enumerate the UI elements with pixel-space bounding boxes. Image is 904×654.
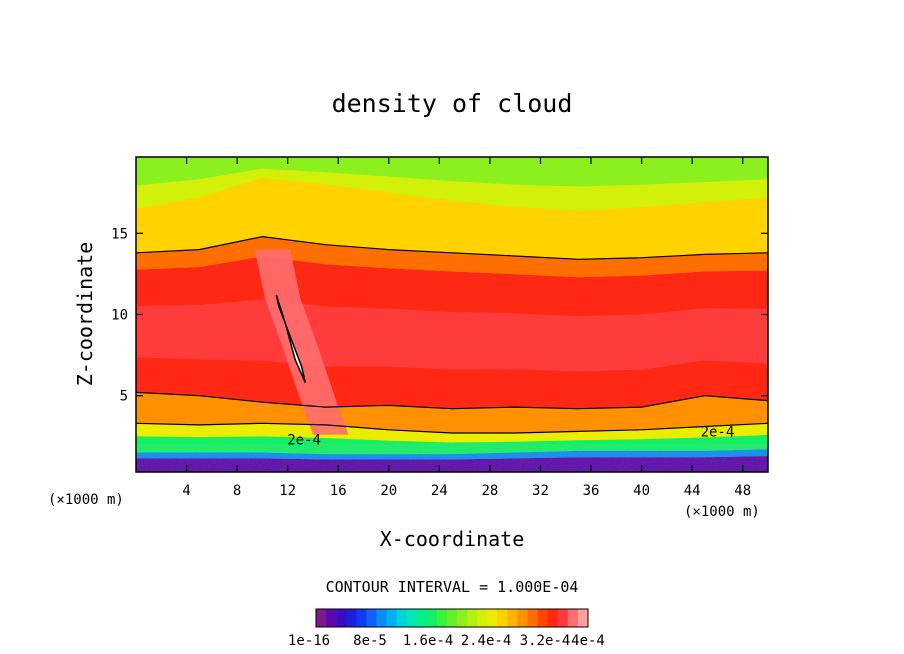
surface-noise	[136, 444, 768, 472]
x-tick-label: 12	[279, 483, 296, 499]
y-tick-label: 10	[111, 308, 128, 324]
contour-line	[136, 422, 768, 434]
colorbar-labels: 1e-16 8e-5 1.6e-4 2.4e-4 3.2e-4 4e-4	[288, 633, 605, 649]
colorbar-swatch	[497, 609, 508, 627]
colorbar-swatch	[376, 609, 387, 627]
colorbar-swatch	[396, 609, 407, 627]
y-axis-label: Z-coordinate	[73, 242, 97, 387]
tilted-core-band	[254, 249, 349, 435]
colorbar-frame	[315, 608, 589, 628]
max-core-region	[275, 294, 307, 384]
x-unit-left: (×1000 m)	[48, 492, 124, 508]
x-tick-label: 20	[380, 483, 397, 499]
colorbar-swatch	[406, 609, 418, 627]
x-axis-label: X-coordinate	[380, 527, 525, 551]
colorbar-swatch	[446, 609, 458, 627]
field-layer-upper-yellow	[136, 168, 768, 211]
contour-interval-label: CONTOUR INTERVAL = 1.000E-04	[326, 578, 579, 596]
colorbar-swatch	[537, 609, 549, 627]
x-tick-label: 4	[182, 483, 190, 499]
colorbar-label: 1.6e-4	[403, 633, 454, 649]
field-layer-orange-high	[136, 178, 768, 260]
x-unit-right: (×1000 m)	[684, 504, 760, 520]
colorbar-swatch	[316, 609, 327, 627]
y-tick-label: 5	[120, 389, 128, 405]
colorbar-swatch	[477, 609, 488, 627]
colorbar-label: 4e-4	[571, 633, 605, 649]
colorbar-swatch	[527, 609, 538, 627]
colorbar-label: 8e-5	[353, 633, 387, 649]
contour-line	[136, 391, 768, 410]
field-layer-red-orange-high	[136, 236, 768, 278]
colorbar-swatch	[567, 609, 579, 627]
colorbar-swatch	[336, 609, 347, 627]
colorbar-swatch	[557, 609, 569, 627]
colorbar-swatch	[386, 609, 397, 627]
field-layers	[136, 157, 768, 472]
x-tick-label: 48	[734, 483, 751, 499]
x-tick-label: 8	[233, 483, 241, 499]
contour-labels: 2e-4 2e-4	[287, 424, 734, 448]
colorbar-label: 3.2e-4	[520, 633, 571, 649]
contour-line	[136, 235, 768, 260]
colorbar-swatch	[487, 609, 498, 627]
contour-label: 2e-4	[287, 433, 321, 449]
x-tick-label: 28	[481, 483, 498, 499]
colorbar-swatch	[366, 609, 377, 627]
x-tick-label: 24	[431, 483, 448, 499]
colorbar-swatch	[426, 609, 438, 627]
colorbar-swatch	[467, 609, 478, 627]
colorbar-swatch	[356, 609, 367, 627]
colorbar-swatch	[457, 609, 468, 627]
colorbar-swatch	[577, 609, 589, 627]
colorbar-swatch	[436, 609, 448, 627]
x-ticks: 4 8 12 16 20 24 28 32 36 40 44 48	[182, 157, 751, 499]
x-tick-label: 40	[633, 483, 650, 499]
field-layer-orange-low	[136, 392, 768, 433]
y-tick-label: 15	[111, 226, 128, 242]
field-layer-yellow-low	[136, 423, 768, 443]
colorbar-swatch	[416, 609, 428, 627]
colorbar-label: 1e-16	[288, 633, 330, 649]
colorbar-swatch	[326, 609, 337, 627]
colorbar	[315, 608, 589, 628]
contour-label: 2e-4	[701, 424, 735, 440]
colorbar-swatch	[507, 609, 518, 627]
x-tick-label: 44	[684, 483, 701, 499]
colorbar-label: 2.4e-4	[461, 633, 512, 649]
colorbar-swatch	[517, 609, 528, 627]
contour-lines	[136, 235, 768, 434]
x-tick-label: 36	[583, 483, 600, 499]
chart-title: density of cloud	[332, 89, 573, 118]
x-tick-label: 32	[532, 483, 549, 499]
y-ticks: 5 10 15	[111, 226, 768, 405]
colorbar-swatch	[547, 609, 559, 627]
x-tick-label: 16	[330, 483, 347, 499]
colorbar-swatch	[346, 609, 357, 627]
